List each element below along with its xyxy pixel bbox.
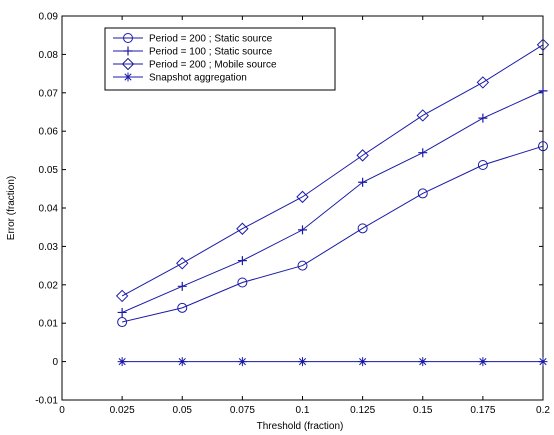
data-point <box>538 357 548 367</box>
data-point <box>357 223 368 234</box>
data-point <box>358 357 368 367</box>
legend-marker <box>123 33 133 43</box>
data-point <box>478 357 488 367</box>
y-axis: -0.01 0 0.01 0.02 0.03 0.04 0.05 0.06 0.07 0.08 0.… <box>35 12 543 407</box>
data-point <box>418 357 428 367</box>
data-point <box>536 38 550 52</box>
series-layer <box>115 38 550 367</box>
data-point <box>297 260 308 271</box>
data-point <box>117 357 127 367</box>
x-tick-label: 0.05 <box>173 405 193 416</box>
data-point <box>237 357 247 367</box>
legend-label: Snapshot aggregation <box>149 73 247 84</box>
series-line <box>121 90 544 313</box>
legend-marker <box>123 72 133 82</box>
data-point <box>117 307 127 317</box>
legend-box <box>104 27 336 91</box>
data-point <box>418 148 428 158</box>
x-tick-label: 0.1 <box>296 405 310 416</box>
x-tick-label: 0 <box>59 405 65 416</box>
data-point <box>477 159 488 170</box>
y-axis-label: Error (fraction) <box>6 176 17 240</box>
data-point <box>417 188 428 199</box>
data-point <box>177 281 187 291</box>
x-axis-label: Threshold (fraction) <box>257 421 344 432</box>
data-point <box>177 357 187 367</box>
data-point <box>117 317 128 328</box>
data-point <box>236 222 249 235</box>
x-tick-label: 0.2 <box>536 405 550 416</box>
data-point <box>416 109 429 122</box>
y-tick-label: 0.01 <box>39 319 59 330</box>
data-point <box>476 76 490 89</box>
data-point <box>237 277 248 288</box>
data-point <box>115 289 129 303</box>
x-tick-label: 0.125 <box>350 405 375 416</box>
y-tick-label: 0.08 <box>39 50 59 61</box>
data-point <box>177 302 188 313</box>
data-point <box>356 149 369 162</box>
data-point <box>176 257 189 270</box>
series-2 <box>117 86 548 317</box>
y-tick-label: 0.04 <box>39 204 59 215</box>
x-tick-label: 0.175 <box>470 405 495 416</box>
y-tick-label: -0.01 <box>35 396 58 407</box>
series-line <box>122 145 544 323</box>
x-tick-label: 0.025 <box>110 405 135 416</box>
series-4 <box>117 357 548 367</box>
data-point <box>296 190 309 204</box>
series-line <box>121 44 544 297</box>
data-point <box>538 86 548 96</box>
data-point <box>298 357 307 367</box>
series-3 <box>115 38 550 303</box>
y-tick-label: 0.07 <box>39 88 59 99</box>
data-point <box>358 177 368 187</box>
legend: Period = 200 ; Static source Period = 100… <box>104 27 336 91</box>
data-point <box>298 225 307 235</box>
data-point <box>538 141 548 152</box>
legend-marker <box>121 57 135 71</box>
x-tick-label: 0.15 <box>413 405 433 416</box>
legend-label: Period = 200 ; Mobile source <box>149 60 277 71</box>
data-point <box>237 256 247 266</box>
x-axis: 0 0.025 0.05 0.075 0.1 0.125 0.15 0.175 0.2 <box>59 16 550 416</box>
y-tick-label: 0.06 <box>39 127 59 138</box>
y-tick-label: 0.02 <box>39 280 59 291</box>
y-tick-label: 0.03 <box>39 242 59 253</box>
y-tick-label: 0.09 <box>39 12 59 23</box>
series-1 <box>117 141 548 328</box>
legend-label: Period = 100 ; Static source <box>149 47 273 58</box>
y-tick-label: 0 <box>52 357 58 368</box>
x-tick-label: 0.075 <box>230 405 255 416</box>
legend-marker <box>123 46 133 56</box>
legend-label: Period = 200 ; Static source <box>149 34 273 45</box>
y-tick-label: 0.05 <box>39 165 59 176</box>
data-point <box>478 113 488 123</box>
